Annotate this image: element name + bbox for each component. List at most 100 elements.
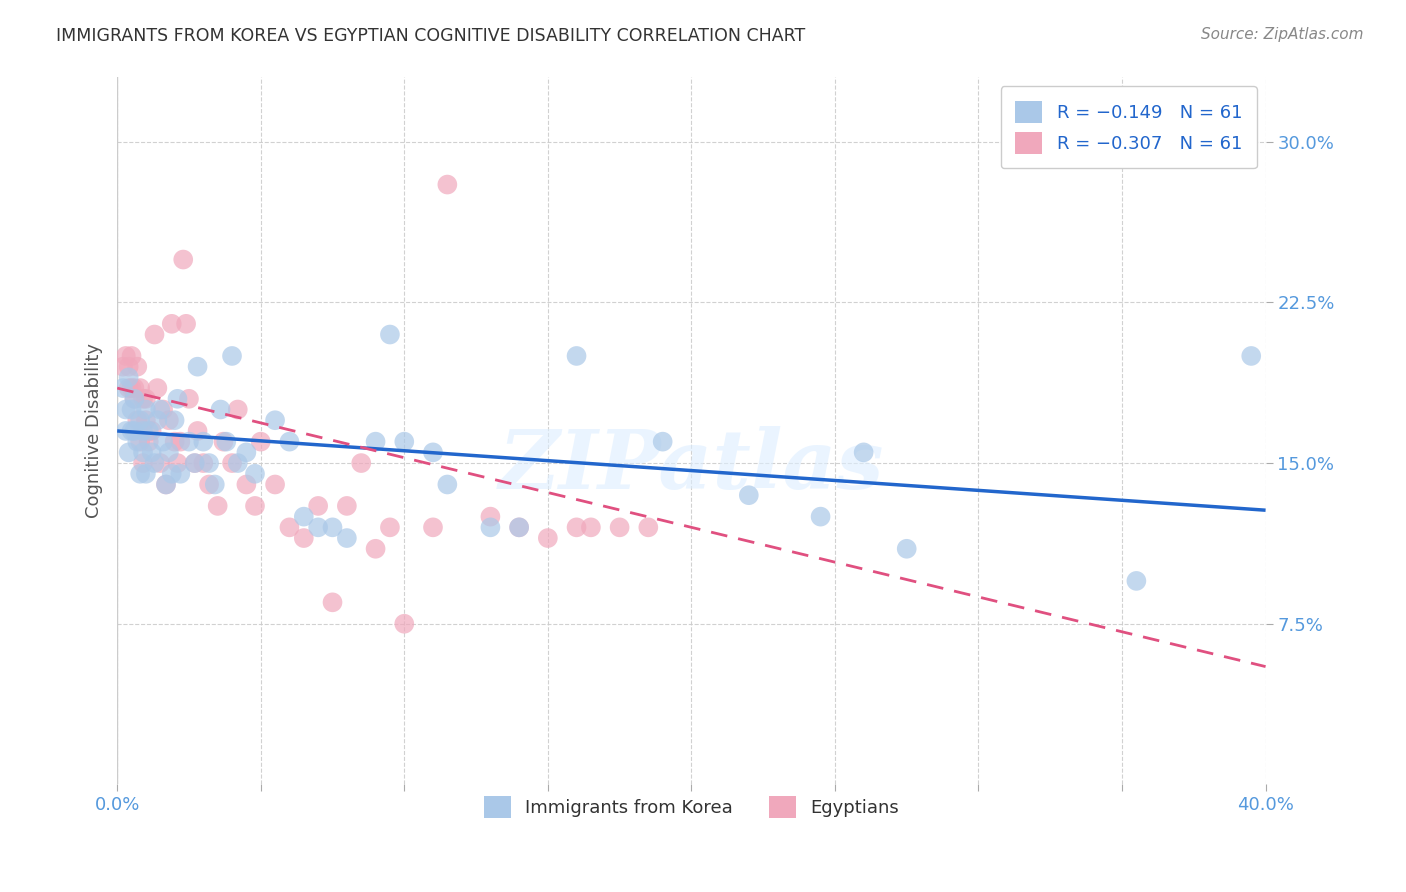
Point xyxy=(166,392,188,406)
Point xyxy=(422,445,444,459)
Point xyxy=(132,392,155,406)
Point xyxy=(321,520,343,534)
Point xyxy=(235,445,257,459)
Point xyxy=(292,531,315,545)
Point xyxy=(114,402,136,417)
Point xyxy=(114,349,136,363)
Point xyxy=(183,456,205,470)
Point xyxy=(129,434,152,449)
Point xyxy=(215,434,238,449)
Point xyxy=(212,434,235,449)
Point xyxy=(177,392,200,406)
Legend: Immigrants from Korea, Egyptians: Immigrants from Korea, Egyptians xyxy=(477,789,907,825)
Point xyxy=(152,402,174,417)
Point xyxy=(321,595,343,609)
Point xyxy=(118,381,141,395)
Point xyxy=(436,178,458,192)
Point xyxy=(146,381,169,395)
Point xyxy=(378,520,401,534)
Point xyxy=(160,467,183,481)
Point xyxy=(221,349,243,363)
Point xyxy=(155,477,177,491)
Point xyxy=(537,531,560,545)
Point xyxy=(221,456,243,470)
Point xyxy=(114,424,136,438)
Point xyxy=(307,520,329,534)
Point xyxy=(177,434,200,449)
Point xyxy=(193,434,215,449)
Point xyxy=(127,359,149,374)
Point xyxy=(364,434,387,449)
Point xyxy=(174,317,197,331)
Point xyxy=(132,456,155,470)
Point xyxy=(198,456,221,470)
Point xyxy=(169,434,191,449)
Y-axis label: Cognitive Disability: Cognitive Disability xyxy=(86,343,103,518)
Point xyxy=(198,477,221,491)
Point xyxy=(143,327,166,342)
Point xyxy=(249,434,271,449)
Point xyxy=(129,413,152,427)
Point xyxy=(135,467,157,481)
Point xyxy=(207,499,229,513)
Point xyxy=(579,520,602,534)
Point xyxy=(364,541,387,556)
Point xyxy=(422,520,444,534)
Point xyxy=(124,392,146,406)
Point xyxy=(138,434,160,449)
Point xyxy=(479,509,502,524)
Point xyxy=(436,477,458,491)
Point xyxy=(209,402,232,417)
Point xyxy=(896,541,918,556)
Point xyxy=(124,392,146,406)
Point xyxy=(183,456,205,470)
Point xyxy=(127,413,149,427)
Point xyxy=(121,381,143,395)
Point xyxy=(135,402,157,417)
Point xyxy=(204,477,226,491)
Point xyxy=(163,434,186,449)
Point xyxy=(135,413,157,427)
Point xyxy=(738,488,761,502)
Point xyxy=(243,499,266,513)
Point xyxy=(163,413,186,427)
Point xyxy=(852,445,875,459)
Point xyxy=(278,434,301,449)
Point xyxy=(132,424,155,438)
Point xyxy=(292,509,315,524)
Point xyxy=(264,413,287,427)
Point xyxy=(278,520,301,534)
Point xyxy=(226,456,249,470)
Point xyxy=(155,477,177,491)
Point xyxy=(149,456,172,470)
Point xyxy=(152,434,174,449)
Point xyxy=(336,499,359,513)
Point xyxy=(141,445,163,459)
Point xyxy=(350,456,373,470)
Point xyxy=(226,402,249,417)
Point xyxy=(508,520,530,534)
Point xyxy=(124,381,146,395)
Point xyxy=(118,359,141,374)
Point xyxy=(187,424,209,438)
Point xyxy=(1125,574,1147,588)
Point xyxy=(129,467,152,481)
Point xyxy=(121,424,143,438)
Point xyxy=(394,434,416,449)
Point xyxy=(651,434,673,449)
Point xyxy=(394,616,416,631)
Point xyxy=(127,434,149,449)
Point xyxy=(132,445,155,459)
Point xyxy=(508,520,530,534)
Point xyxy=(129,381,152,395)
Point xyxy=(565,520,588,534)
Point xyxy=(118,445,141,459)
Point xyxy=(111,359,134,374)
Point xyxy=(121,402,143,417)
Point xyxy=(172,252,194,267)
Point xyxy=(135,392,157,406)
Point xyxy=(121,349,143,363)
Point xyxy=(235,477,257,491)
Point xyxy=(1240,349,1263,363)
Text: ZIPatlas: ZIPatlas xyxy=(499,426,884,507)
